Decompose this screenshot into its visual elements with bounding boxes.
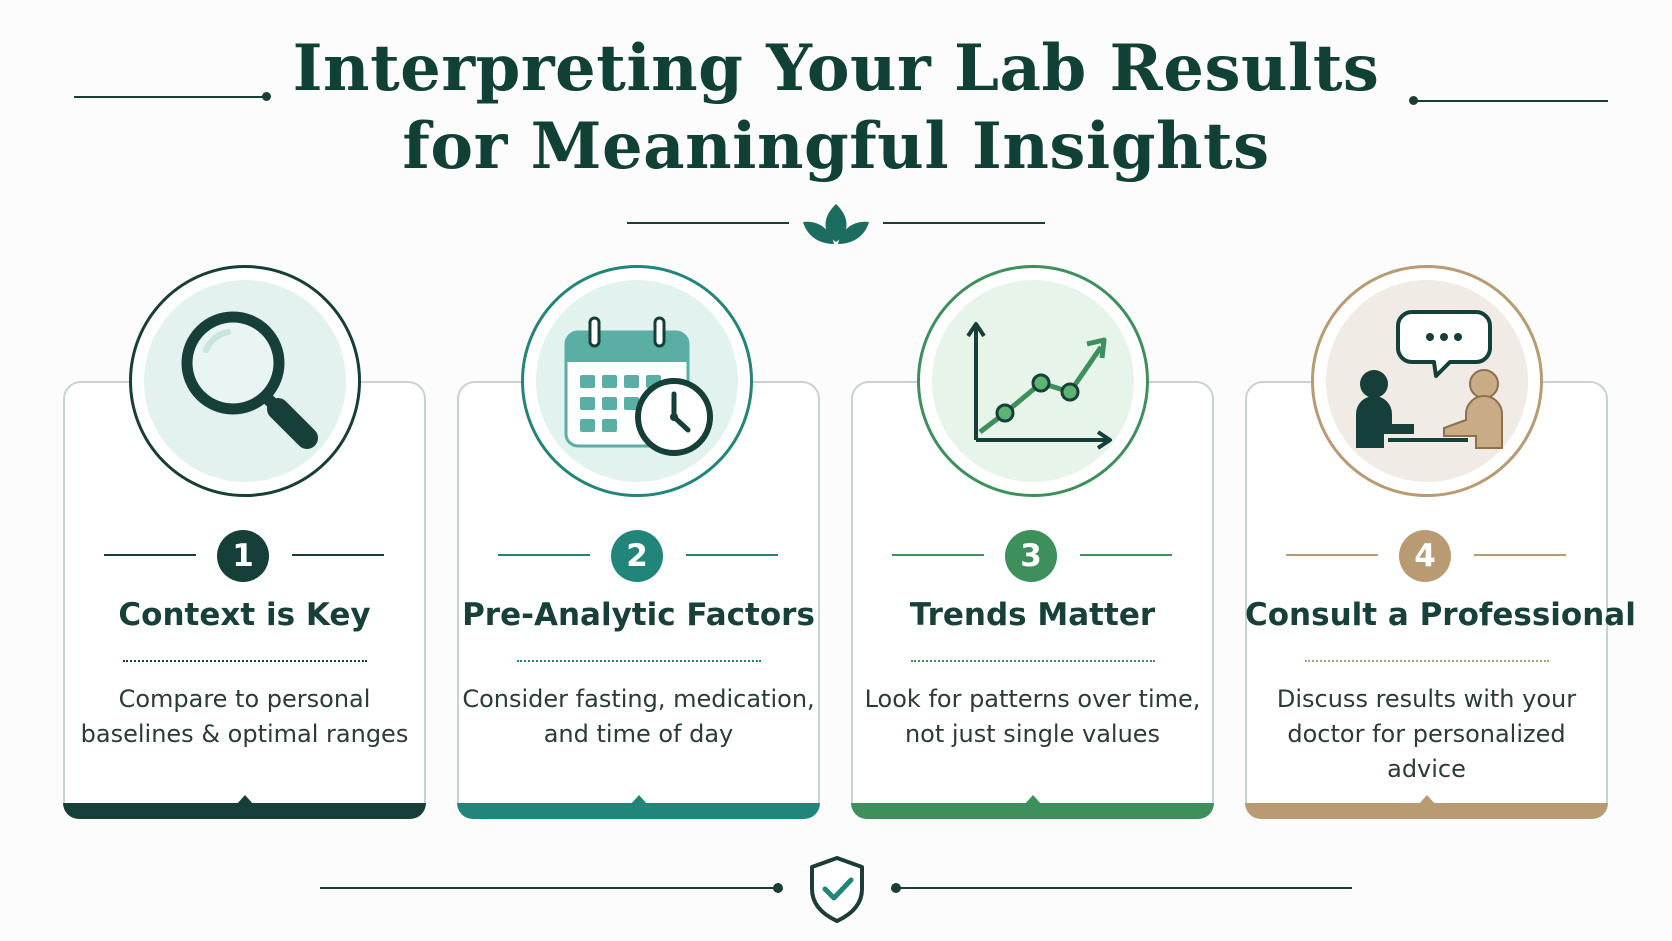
step-1-desc-line-1: Compare to personal bbox=[118, 685, 371, 713]
shield-check-icon bbox=[810, 856, 864, 923]
calendar-clock-icon bbox=[564, 316, 713, 456]
magnifying-glass-icon bbox=[181, 311, 318, 449]
card-notch bbox=[235, 795, 254, 805]
step-3-icon-circle bbox=[917, 265, 1149, 497]
consultation-icon bbox=[1356, 310, 1503, 449]
step-2-description: Consider fasting, medication, and time o… bbox=[457, 682, 820, 752]
step-1-number-badge: 1 bbox=[217, 530, 269, 582]
step-3-description: Look for patterns over time, not just si… bbox=[851, 682, 1214, 752]
step-1-title: Context is Key bbox=[118, 597, 371, 633]
number-rule-right bbox=[292, 554, 384, 556]
step-2-desc-line-2: and time of day bbox=[543, 720, 734, 748]
trend-chart-icon bbox=[966, 322, 1112, 450]
number-rule-right bbox=[1080, 554, 1172, 556]
step-2-title: Pre-Analytic Factors bbox=[462, 597, 815, 633]
step-4-desc-line-1: Discuss results with your bbox=[1276, 685, 1577, 713]
title-left-rule-dot bbox=[262, 92, 271, 101]
footer-ornament bbox=[320, 856, 1352, 923]
step-3-number-badge: 3 bbox=[1005, 530, 1057, 582]
number-rule-left bbox=[104, 554, 196, 556]
step-4-desc-line-2: doctor for personalized advice bbox=[1287, 720, 1566, 783]
number-rule-left bbox=[498, 554, 590, 556]
page-title: Interpreting Your Lab Results for Meanin… bbox=[0, 30, 1672, 186]
title-right-rule bbox=[1413, 100, 1608, 102]
card-accent-bar bbox=[1245, 803, 1608, 819]
step-1-icon-circle bbox=[129, 265, 361, 497]
step-2-desc-line-1: Consider fasting, medication, bbox=[462, 685, 815, 713]
number-rule-left bbox=[892, 554, 984, 556]
page-title-line-1: Interpreting Your Lab Results bbox=[292, 31, 1380, 106]
step-4-icon-circle bbox=[1311, 265, 1543, 497]
ornament-right-rule bbox=[883, 222, 1045, 224]
card-notch bbox=[1417, 795, 1436, 805]
card-notch bbox=[629, 795, 648, 805]
step-3-desc-line-1: Look for patterns over time, bbox=[864, 685, 1201, 713]
card-accent-bar bbox=[851, 803, 1214, 819]
step-1-description: Compare to personal baselines & optimal … bbox=[63, 682, 426, 752]
number-rule-left bbox=[1286, 554, 1378, 556]
step-2-dotted-divider bbox=[517, 660, 761, 662]
number-rule-right bbox=[1474, 554, 1566, 556]
step-4-number-badge: 4 bbox=[1399, 530, 1451, 582]
step-3-title: Trends Matter bbox=[909, 597, 1156, 633]
number-rule-right bbox=[686, 554, 778, 556]
page-title-line-2: for Meaningful Insights bbox=[402, 109, 1270, 184]
step-1-desc-line-2: baselines & optimal ranges bbox=[80, 720, 409, 748]
step-4-dotted-divider bbox=[1305, 660, 1549, 662]
step-1-dotted-divider bbox=[123, 660, 367, 662]
title-left-rule bbox=[74, 96, 266, 98]
step-2-icon-circle bbox=[521, 265, 753, 497]
step-2-number-badge: 2 bbox=[611, 530, 663, 582]
card-notch bbox=[1023, 795, 1042, 805]
step-4-title: Consult a Professional bbox=[1245, 597, 1636, 633]
step-3-desc-line-2: not just single values bbox=[904, 720, 1161, 748]
card-accent-bar bbox=[63, 803, 426, 819]
leaf-sprig-icon bbox=[803, 204, 869, 244]
step-3-dotted-divider bbox=[911, 660, 1155, 662]
ornament-left-rule bbox=[627, 222, 789, 224]
card-accent-bar bbox=[457, 803, 820, 819]
step-4-description: Discuss results with your doctor for per… bbox=[1245, 682, 1608, 787]
